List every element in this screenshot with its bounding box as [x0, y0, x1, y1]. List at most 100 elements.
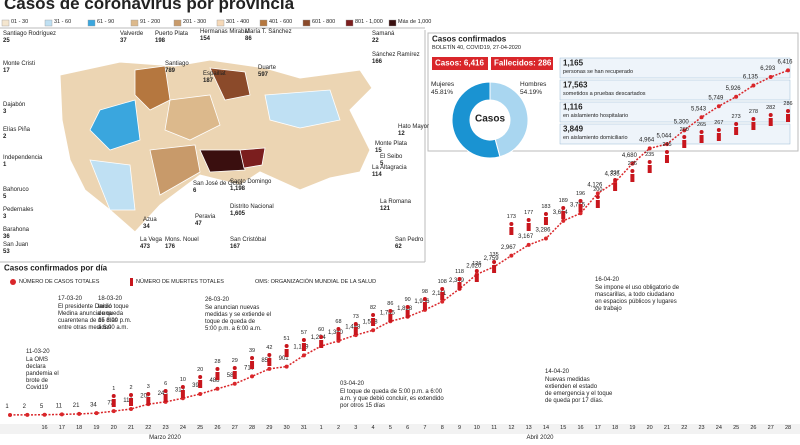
province-value: 34: [143, 224, 150, 230]
cases-box: [432, 57, 488, 70]
death-label: 135: [489, 252, 498, 258]
death-icon: [353, 322, 358, 335]
case-label: 859: [261, 358, 272, 364]
death-label: 183: [541, 204, 550, 210]
case-label: 2,759: [484, 256, 500, 262]
case-label: 2: [23, 404, 27, 410]
case-point: [77, 411, 82, 416]
province-value: 6: [193, 188, 197, 194]
panel-title: Casos confirmados: [432, 35, 507, 44]
case-point: [250, 374, 255, 379]
legend-label: 61 - 90: [97, 19, 114, 25]
province-value: 5: [3, 194, 7, 200]
death-label: 260: [680, 127, 689, 133]
stat-text: en aislamiento hospitalario: [563, 113, 628, 119]
case-label: 5,749: [708, 95, 724, 101]
x-tick-label: 20: [111, 425, 117, 431]
death-icon: [561, 206, 566, 219]
death-label: 108: [438, 279, 447, 285]
case-point: [94, 411, 99, 416]
annotation-text: entre otras medidas: [58, 325, 111, 331]
province-value: 166: [372, 59, 383, 65]
stat-box: [559, 79, 791, 101]
annotation-text: El presidente Danilo: [58, 304, 112, 310]
province-area: [264, 89, 341, 129]
case-label: 4,680: [622, 153, 638, 159]
annotation-text: pandemia el: [26, 371, 59, 377]
case-label: 2,349: [449, 278, 465, 284]
axis-band: [0, 424, 800, 434]
province-area: [134, 65, 171, 111]
death-icon: [336, 327, 341, 340]
death-icon: [198, 375, 203, 388]
province-value: 37: [120, 38, 127, 44]
province-name: Valverde: [120, 31, 144, 37]
province-name: María T. Sánchez: [245, 29, 292, 35]
death-icon: [250, 356, 255, 369]
x-tick-label: 15: [560, 425, 566, 431]
province-name: Santiago Rodríguez: [3, 31, 56, 37]
legend-marker: [10, 279, 16, 285]
case-point: [751, 83, 756, 88]
stat-value: 1,116: [563, 103, 583, 112]
legend-swatch: [44, 19, 53, 27]
annotation-text: Covid19: [26, 385, 49, 391]
case-point: [8, 412, 12, 417]
x-tick-label: 23: [163, 425, 169, 431]
x-tick-label: 25: [197, 425, 203, 431]
month-label: Abril 2020: [526, 435, 554, 441]
province-name: La Altagracia: [372, 165, 407, 171]
province-name: La Vega: [140, 237, 163, 243]
province-name: Azua: [143, 217, 157, 223]
bulletin: BOLETÍN 40, COVID19, 27-04-2020: [432, 44, 521, 51]
death-icon: [301, 338, 306, 351]
province-name: Distrito Nacional: [230, 204, 274, 210]
case-label: 1,109: [293, 345, 309, 351]
province-name: Espaillat: [203, 71, 226, 77]
case-point: [699, 115, 704, 120]
x-tick-label: 17: [595, 425, 601, 431]
annotation-text: de 8:00 p.m.: [98, 318, 132, 324]
x-tick-label: 25: [733, 425, 739, 431]
death-icon: [267, 353, 272, 366]
province-value: 1,198: [230, 186, 246, 192]
case-label: 392: [192, 383, 203, 389]
death-label: 126: [472, 261, 481, 267]
x-tick-label: 17: [59, 425, 65, 431]
cases-total: Casos: 6,416: [435, 59, 484, 68]
legend-label: 301 - 400: [226, 19, 249, 25]
legend-label: NÚMERO DE CASOS TOTALES: [19, 278, 100, 285]
case-label: 202: [140, 393, 151, 399]
death-icon: [543, 212, 548, 225]
death-icon: [111, 394, 116, 407]
death-label: 68: [335, 319, 341, 325]
case-label: 4,126: [587, 183, 603, 189]
x-tick-label: 23: [698, 425, 704, 431]
annotation-date: 14-04-20: [545, 369, 570, 375]
case-label: 3,614: [553, 210, 569, 216]
death-icon: [526, 218, 531, 231]
case-point: [647, 146, 652, 151]
stat-value: 1,165: [563, 59, 584, 68]
death-label: 226: [628, 161, 637, 167]
case-point: [630, 161, 635, 166]
case-label: 5,543: [691, 106, 707, 112]
case-point: [111, 409, 116, 414]
case-label: 4,964: [639, 138, 655, 144]
province-value: 187: [203, 78, 214, 84]
death-icon: [734, 122, 739, 135]
case-point: [232, 381, 237, 386]
case-label: 1,745: [380, 310, 396, 316]
case-label: 1,828: [397, 306, 413, 312]
stat-value: 17,563: [563, 81, 588, 90]
death-icon: [751, 117, 756, 130]
x-tick-label: 2: [337, 425, 340, 431]
annotation-date: 17-03-20: [58, 296, 83, 302]
annotation-date: 11-03-20: [26, 349, 50, 355]
province-name: Samaná: [372, 31, 395, 37]
annotation-text: Se anuncian nuevas: [205, 305, 259, 311]
x-tick-label: 19: [93, 425, 99, 431]
death-icon: [440, 287, 445, 300]
death-label: 73: [353, 314, 359, 320]
death-icon: [786, 109, 790, 122]
